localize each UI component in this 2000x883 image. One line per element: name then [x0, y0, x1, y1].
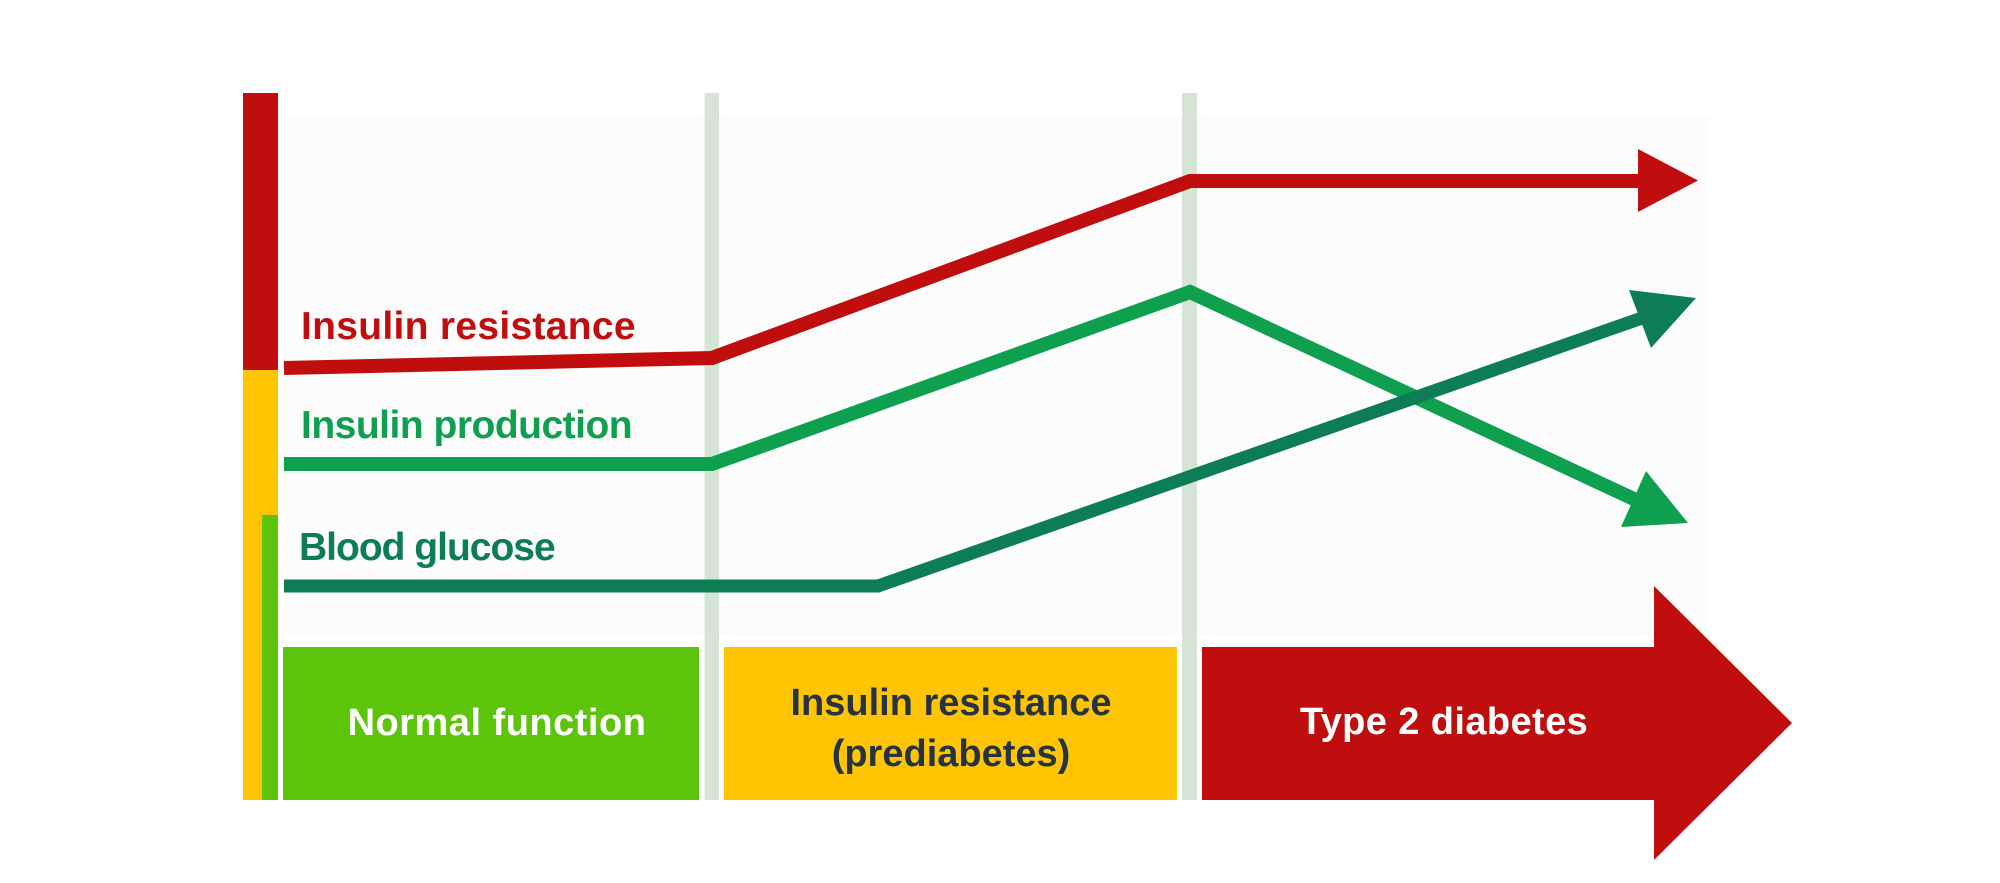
svg-text:Insulin resistance: Insulin resistance: [790, 682, 1111, 724]
svg-text:Insulin production: Insulin production: [301, 404, 632, 447]
svg-text:Blood glucose: Blood glucose: [299, 526, 555, 569]
svg-text:Normal function: Normal function: [348, 702, 647, 744]
svg-text:Insulin resistance: Insulin resistance: [301, 305, 636, 348]
svg-text:(prediabetes): (prediabetes): [832, 733, 1071, 775]
svg-text:Type 2 diabetes: Type 2 diabetes: [1300, 701, 1588, 743]
